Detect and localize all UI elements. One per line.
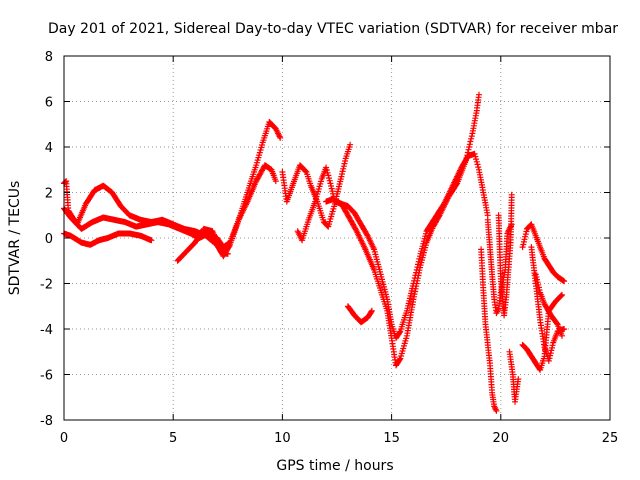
plus-markers (323, 91, 482, 369)
plus-markers (478, 246, 500, 414)
series-arc-4 (174, 225, 231, 264)
series-arc-1 (61, 230, 155, 248)
y-tick-label: -2 (40, 278, 53, 293)
y-axis-label: SDTVAR / TECUs (7, 181, 23, 296)
plus-markers (279, 141, 354, 230)
series-arc-9 (478, 246, 500, 414)
plus-markers (519, 291, 565, 373)
series-arc-16 (532, 271, 565, 339)
series-arc-12 (506, 348, 522, 405)
chart-title: Day 201 of 2021, Sidereal Day-to-day VTE… (48, 21, 618, 37)
x-tick-label: 10 (274, 431, 291, 446)
y-tick-label: -8 (40, 414, 53, 429)
plus-markers (174, 225, 231, 264)
series-arc-11 (495, 191, 515, 319)
x-axis-label: GPS time / hours (276, 458, 393, 474)
plus-markers (532, 271, 565, 339)
data-marks (61, 91, 568, 414)
y-tick-label: -6 (40, 369, 53, 384)
plus-markers (484, 216, 515, 317)
x-tick-label: 0 (60, 431, 68, 446)
x-tick-label: 15 (383, 431, 400, 446)
x-tick-label: 20 (493, 431, 510, 446)
plus-markers (61, 162, 279, 251)
plus-markers (519, 221, 568, 285)
y-tick-label: -4 (40, 323, 53, 338)
series-arc-5 (279, 141, 354, 230)
plus-markers (344, 303, 375, 326)
series-arc-13 (519, 221, 568, 285)
y-tick-label: 0 (45, 232, 53, 247)
series-arc-7 (323, 91, 482, 369)
series-arc-8 (344, 303, 375, 326)
grid-lines (64, 56, 610, 420)
y-tick-label: 4 (45, 141, 53, 156)
y-tick-label: 2 (45, 187, 53, 202)
series-arc-10 (484, 216, 515, 317)
plus-markers (61, 230, 155, 248)
series-arc-14 (519, 291, 565, 373)
plus-markers (506, 348, 522, 405)
y-tick-label: 6 (45, 96, 53, 111)
y-tick-label: 8 (45, 50, 53, 65)
plus-markers (495, 191, 515, 319)
x-tick-label: 5 (169, 431, 177, 446)
series-arc-2 (61, 162, 279, 251)
axis-ticks: 0 5 10 15 20 25 -8 -6 -4 -2 0 2 4 6 8 (40, 50, 618, 446)
x-tick-label: 25 (602, 431, 619, 446)
